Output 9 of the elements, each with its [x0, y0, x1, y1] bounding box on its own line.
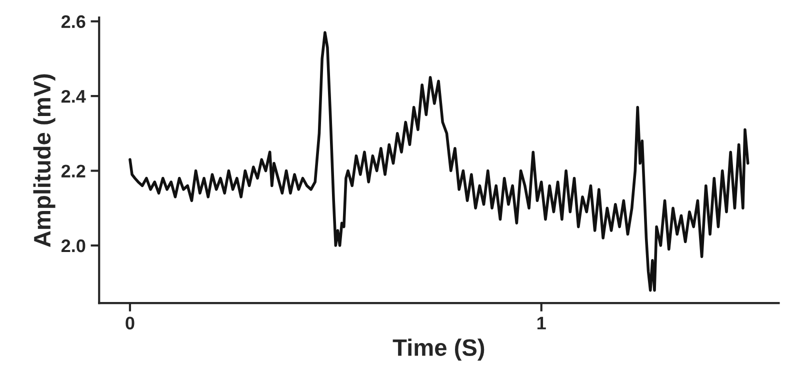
y-tick-label: 2.4	[61, 90, 86, 103]
y-tick-label: 2.2	[61, 164, 86, 178]
y-axis-title: Amplitude (mV)	[33, 74, 56, 247]
x-tick-label: 1	[537, 316, 546, 330]
x-tick-label: 0	[126, 316, 134, 330]
line-series	[128, 31, 750, 292]
y-tick-label: 2.0	[61, 239, 86, 252]
y-tick-label: 2.6	[61, 15, 86, 28]
x-axis-title: Time (S)	[392, 338, 484, 361]
